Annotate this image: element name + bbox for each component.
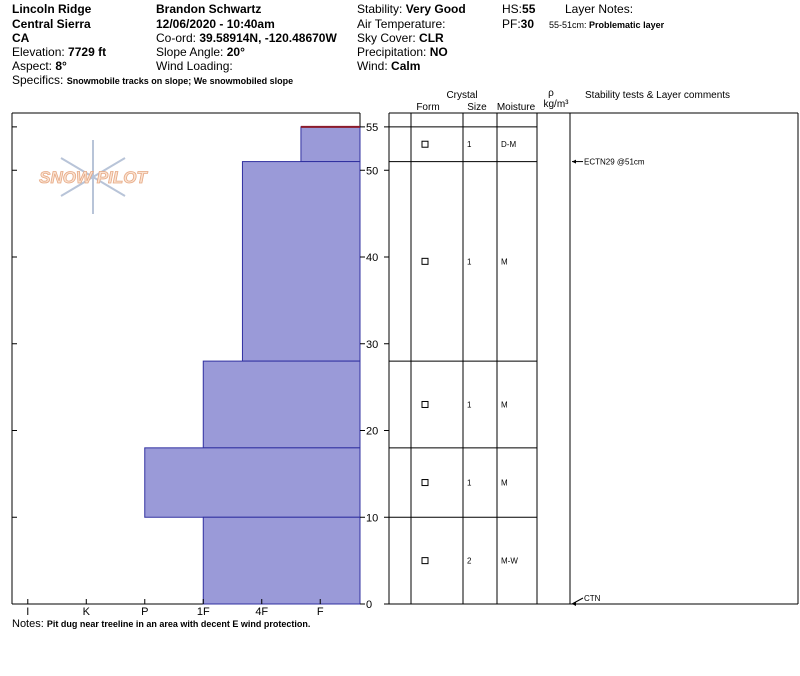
comments: Stability tests & Layer comments xyxy=(585,90,730,101)
y-tick-label: 0 xyxy=(366,599,372,611)
y-tick-label: 30 xyxy=(366,339,378,351)
label: Notes: xyxy=(12,618,44,630)
x-tick-label: K xyxy=(83,606,91,618)
moisture: M xyxy=(501,400,508,409)
layer-note: 55-51cm: Problematic layer xyxy=(549,20,665,30)
observer: Brandon Schwartz xyxy=(156,2,261,16)
coords: Co-ord: 39.58914N, -120.48670W xyxy=(156,31,337,45)
moisture: M-W xyxy=(501,557,518,566)
label: 55-51cm: xyxy=(549,20,587,30)
sky-cover: Sky Cover: CLR xyxy=(357,31,444,45)
range: Central Sierra xyxy=(12,17,91,31)
label: PF: xyxy=(502,17,521,31)
form-icon xyxy=(421,557,429,565)
size: 2 xyxy=(467,557,472,566)
aspect: Aspect: 8° xyxy=(12,59,67,73)
y-tick-label: 50 xyxy=(366,165,378,177)
label: Sky Cover: xyxy=(357,31,416,45)
size: 1 xyxy=(467,400,472,409)
x-tick-label: 4F xyxy=(255,606,268,618)
label: Aspect: xyxy=(12,59,52,73)
x-tick-label: P xyxy=(141,606,148,618)
moisture: M xyxy=(501,257,508,266)
x-tick-label: I xyxy=(26,606,29,618)
label: Elevation: xyxy=(12,45,65,59)
wind: Wind: Calm xyxy=(357,59,420,73)
header: Lincoln Ridge Central Sierra CA Elevatio… xyxy=(12,2,665,87)
label: Stability: xyxy=(357,2,402,16)
form-icon xyxy=(421,257,429,265)
value: 30 xyxy=(521,17,535,31)
density-unit: kg/m³ xyxy=(544,99,570,110)
y-tick-label: 20 xyxy=(366,426,378,438)
label: Slope Angle: xyxy=(156,45,223,59)
test-arrow xyxy=(571,597,584,605)
size: 1 xyxy=(467,479,472,488)
specifics: Specifics: Snowmobile tracks on slope; W… xyxy=(12,73,293,87)
label: Co-ord: xyxy=(156,31,196,45)
crystal: Crystal xyxy=(446,90,477,101)
form: Form xyxy=(416,102,439,113)
size: 1 xyxy=(467,257,472,266)
layer-bar xyxy=(241,161,361,362)
test-label: ECTN29 @51cm xyxy=(584,158,645,167)
value: Very Good xyxy=(406,2,466,16)
x-tick-label: F xyxy=(317,606,324,618)
layer-notes: Layer Notes: xyxy=(565,2,633,16)
state: CA xyxy=(12,31,30,45)
layer-bar xyxy=(300,126,361,163)
y-tick-label: 10 xyxy=(366,512,378,524)
density: ρ xyxy=(548,88,554,99)
value: 39.58914N, -120.48670W xyxy=(199,31,337,45)
value: 7729 ft xyxy=(68,45,106,59)
value: Calm xyxy=(391,59,420,73)
moisture: D-M xyxy=(501,140,516,149)
stability: Stability: Very Good xyxy=(357,2,466,16)
logo-text: SNOW PILOT xyxy=(39,168,148,187)
notes: Notes: Pit dug near treeline in an area … xyxy=(12,618,310,630)
value: Snowmobile tracks on slope; We snowmobil… xyxy=(67,76,293,86)
hs: HS:55 xyxy=(502,2,536,16)
form-icon xyxy=(421,140,429,148)
size: 1 xyxy=(467,140,472,149)
form-icon xyxy=(421,479,429,487)
label: Specifics: xyxy=(12,73,63,87)
elevation: Elevation: 7729 ft xyxy=(12,45,106,59)
value: NO xyxy=(430,45,448,59)
test-label: CTN xyxy=(584,594,601,603)
size: Size xyxy=(467,102,487,113)
precipitation: Precipitation: NO xyxy=(357,45,448,59)
air-temperature: Air Temperature: xyxy=(357,17,445,31)
wind-loading: Wind Loading: xyxy=(156,59,233,73)
x-tick-label: 1F xyxy=(197,606,210,618)
value: Problematic layer xyxy=(589,20,665,30)
label: Precipitation: xyxy=(357,45,426,59)
datetime: 12/06/2020 - 10:40am xyxy=(156,17,275,31)
value: 20° xyxy=(227,45,245,59)
label: HS: xyxy=(502,2,522,16)
label: Wind: xyxy=(357,59,388,73)
y-tick-label: 40 xyxy=(366,252,378,264)
moisture: M xyxy=(501,479,508,488)
layer-bar xyxy=(202,360,361,449)
table-header: Crystal Form Size Moisture ρ kg/m³ Stabi… xyxy=(416,88,730,113)
form-icon xyxy=(421,400,429,408)
moisture: Moisture xyxy=(497,102,536,113)
value: 8° xyxy=(55,59,67,73)
slope-angle: Slope Angle: 20° xyxy=(156,45,245,59)
arrow-head xyxy=(572,159,576,164)
layer-bar xyxy=(144,447,361,518)
value: CLR xyxy=(419,31,444,45)
location: Lincoln Ridge xyxy=(12,2,92,16)
y-tick-label: 55 xyxy=(366,122,378,134)
logo: SNOW PILOT xyxy=(39,140,149,214)
pf: PF:30 xyxy=(502,17,534,31)
arrow-head xyxy=(572,602,576,606)
layer-bar xyxy=(202,516,361,605)
value: Pit dug near treeline in an area with de… xyxy=(47,619,311,629)
value: 55 xyxy=(522,2,536,16)
